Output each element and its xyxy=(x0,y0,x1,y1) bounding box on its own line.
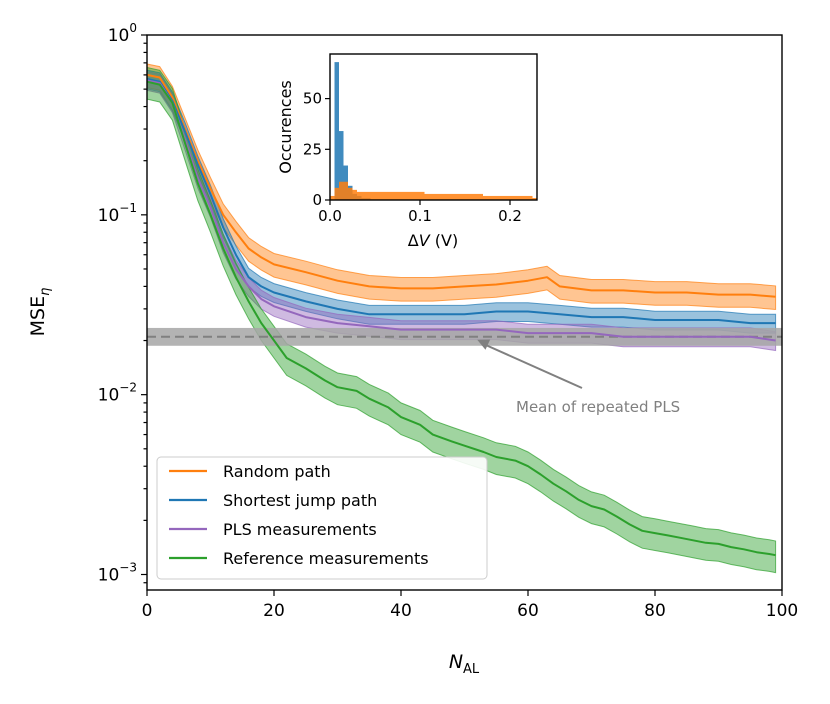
histogram-bar xyxy=(352,189,357,200)
inset-y-label: Occurences xyxy=(276,80,295,174)
histogram-bar xyxy=(393,191,398,200)
x-tick-label: 20 xyxy=(263,601,285,621)
series-line-1 xyxy=(146,77,776,325)
x-axis-ticks: 0 20 40 60 80 100 xyxy=(142,590,798,621)
inset-background xyxy=(330,54,537,200)
histogram-bar xyxy=(523,195,528,200)
histogram-bar xyxy=(339,181,344,200)
histogram-bar xyxy=(465,193,470,200)
legend-label: Random path xyxy=(223,462,331,481)
histogram-bar xyxy=(496,195,501,200)
histogram-bar xyxy=(478,193,483,200)
histogram-bar xyxy=(514,195,519,200)
legend-label: Shortest jump path xyxy=(223,491,377,510)
x-tick-label: 80 xyxy=(644,601,666,621)
x-tick-label: 60 xyxy=(517,601,539,621)
histogram-bar xyxy=(397,191,402,200)
y-tick-label: 10−2 xyxy=(98,381,137,406)
legend: Random path Shortest jump path PLS measure… xyxy=(156,456,488,580)
histogram-bar xyxy=(370,191,375,200)
histogram-bar xyxy=(528,195,533,200)
x-tick-label: 100 xyxy=(766,601,798,621)
histogram-bar xyxy=(411,191,416,200)
annotation-arrow xyxy=(484,343,583,389)
y-tick-label: 10−3 xyxy=(98,561,137,586)
histogram-bar xyxy=(451,193,456,200)
histogram-bar xyxy=(334,187,339,200)
main-plot-frame xyxy=(146,34,783,591)
band-2 xyxy=(146,70,777,352)
x-tick-label: 0 xyxy=(142,601,153,621)
histogram-bar xyxy=(357,191,362,200)
x-axis-label: NAL xyxy=(449,651,480,677)
histogram-bar xyxy=(501,195,506,200)
series-line-3 xyxy=(146,80,776,557)
histogram-bar xyxy=(366,191,371,200)
inset-y-tick-label: 50 xyxy=(303,90,322,108)
inset-y-ticks: 0 25 50 xyxy=(303,90,330,209)
inset-x-ticks: 0.0 0.1 0.2 xyxy=(318,200,522,225)
legend-label: PLS measurements xyxy=(223,520,377,539)
histogram-bar xyxy=(456,193,461,200)
histogram-bar xyxy=(420,191,425,200)
histogram-bar xyxy=(483,195,488,200)
band-3 xyxy=(146,66,777,574)
inset-y-tick-label: 25 xyxy=(303,140,322,158)
reference-band xyxy=(147,327,782,346)
histogram-bar xyxy=(474,193,479,200)
histogram-bars xyxy=(330,62,537,200)
histogram-bar xyxy=(375,191,380,200)
inset-histogram: 0.0 0.1 0.2 0 25 50 ΔV (V) Occurences xyxy=(276,53,538,250)
inset-x-tick-label: 0.0 xyxy=(318,207,342,225)
main-plot: Mean of repeated PLS 0 20 40 60 80 100 100 10−… xyxy=(27,21,798,677)
series-line-0 xyxy=(146,73,776,298)
histogram-bar xyxy=(429,193,434,200)
inset-x-tick-label: 0.2 xyxy=(498,207,522,225)
y-axis-ticks: 100 10−1 10−2 10−3 xyxy=(98,21,147,586)
histogram-bar xyxy=(532,197,537,200)
annotation-arrowhead xyxy=(477,339,491,350)
histogram-bar xyxy=(519,195,524,200)
histogram-bar xyxy=(415,191,420,200)
histogram-bar xyxy=(505,195,510,200)
histogram-bar xyxy=(379,191,384,200)
x-tick-label: 40 xyxy=(390,601,412,621)
annotation-text: Mean of repeated PLS xyxy=(516,398,680,416)
histogram-bar xyxy=(433,193,438,200)
histogram-bar xyxy=(510,195,515,200)
annotation-group: Mean of repeated PLS xyxy=(477,339,680,416)
histogram-bar xyxy=(492,195,497,200)
histogram-bar xyxy=(487,195,492,200)
legend-label: Reference measurements xyxy=(223,549,429,568)
series-lines xyxy=(146,73,776,557)
histogram-bar xyxy=(406,191,411,200)
histogram-bar xyxy=(361,191,366,200)
y-tick-label: 10−1 xyxy=(98,201,137,226)
series-line-2 xyxy=(146,79,776,342)
histogram-bar xyxy=(460,193,465,200)
histogram-bar xyxy=(334,62,339,200)
reference-line-group xyxy=(147,327,782,346)
inset-x-label: ΔV (V) xyxy=(408,231,458,250)
y-tick-label: 100 xyxy=(108,21,137,46)
histogram-bar xyxy=(388,191,393,200)
histogram-bar xyxy=(402,191,407,200)
histogram-bar xyxy=(384,191,389,200)
histogram-bar xyxy=(424,193,429,200)
inset-y-tick-label: 0 xyxy=(312,191,322,209)
histogram-bar xyxy=(438,193,443,200)
histogram-bar xyxy=(447,193,452,200)
y-axis-label: MSEη xyxy=(27,288,53,337)
inset-x-tick-label: 0.1 xyxy=(408,207,432,225)
histogram-bar xyxy=(343,181,348,200)
band-0 xyxy=(146,63,777,311)
histogram-bar xyxy=(348,187,353,200)
inset-frame xyxy=(329,53,538,201)
histogram-bar xyxy=(339,131,344,200)
histogram-bar xyxy=(330,195,335,200)
legend-box xyxy=(156,456,488,580)
histogram-bar xyxy=(469,193,474,200)
histogram-bar xyxy=(442,193,447,200)
